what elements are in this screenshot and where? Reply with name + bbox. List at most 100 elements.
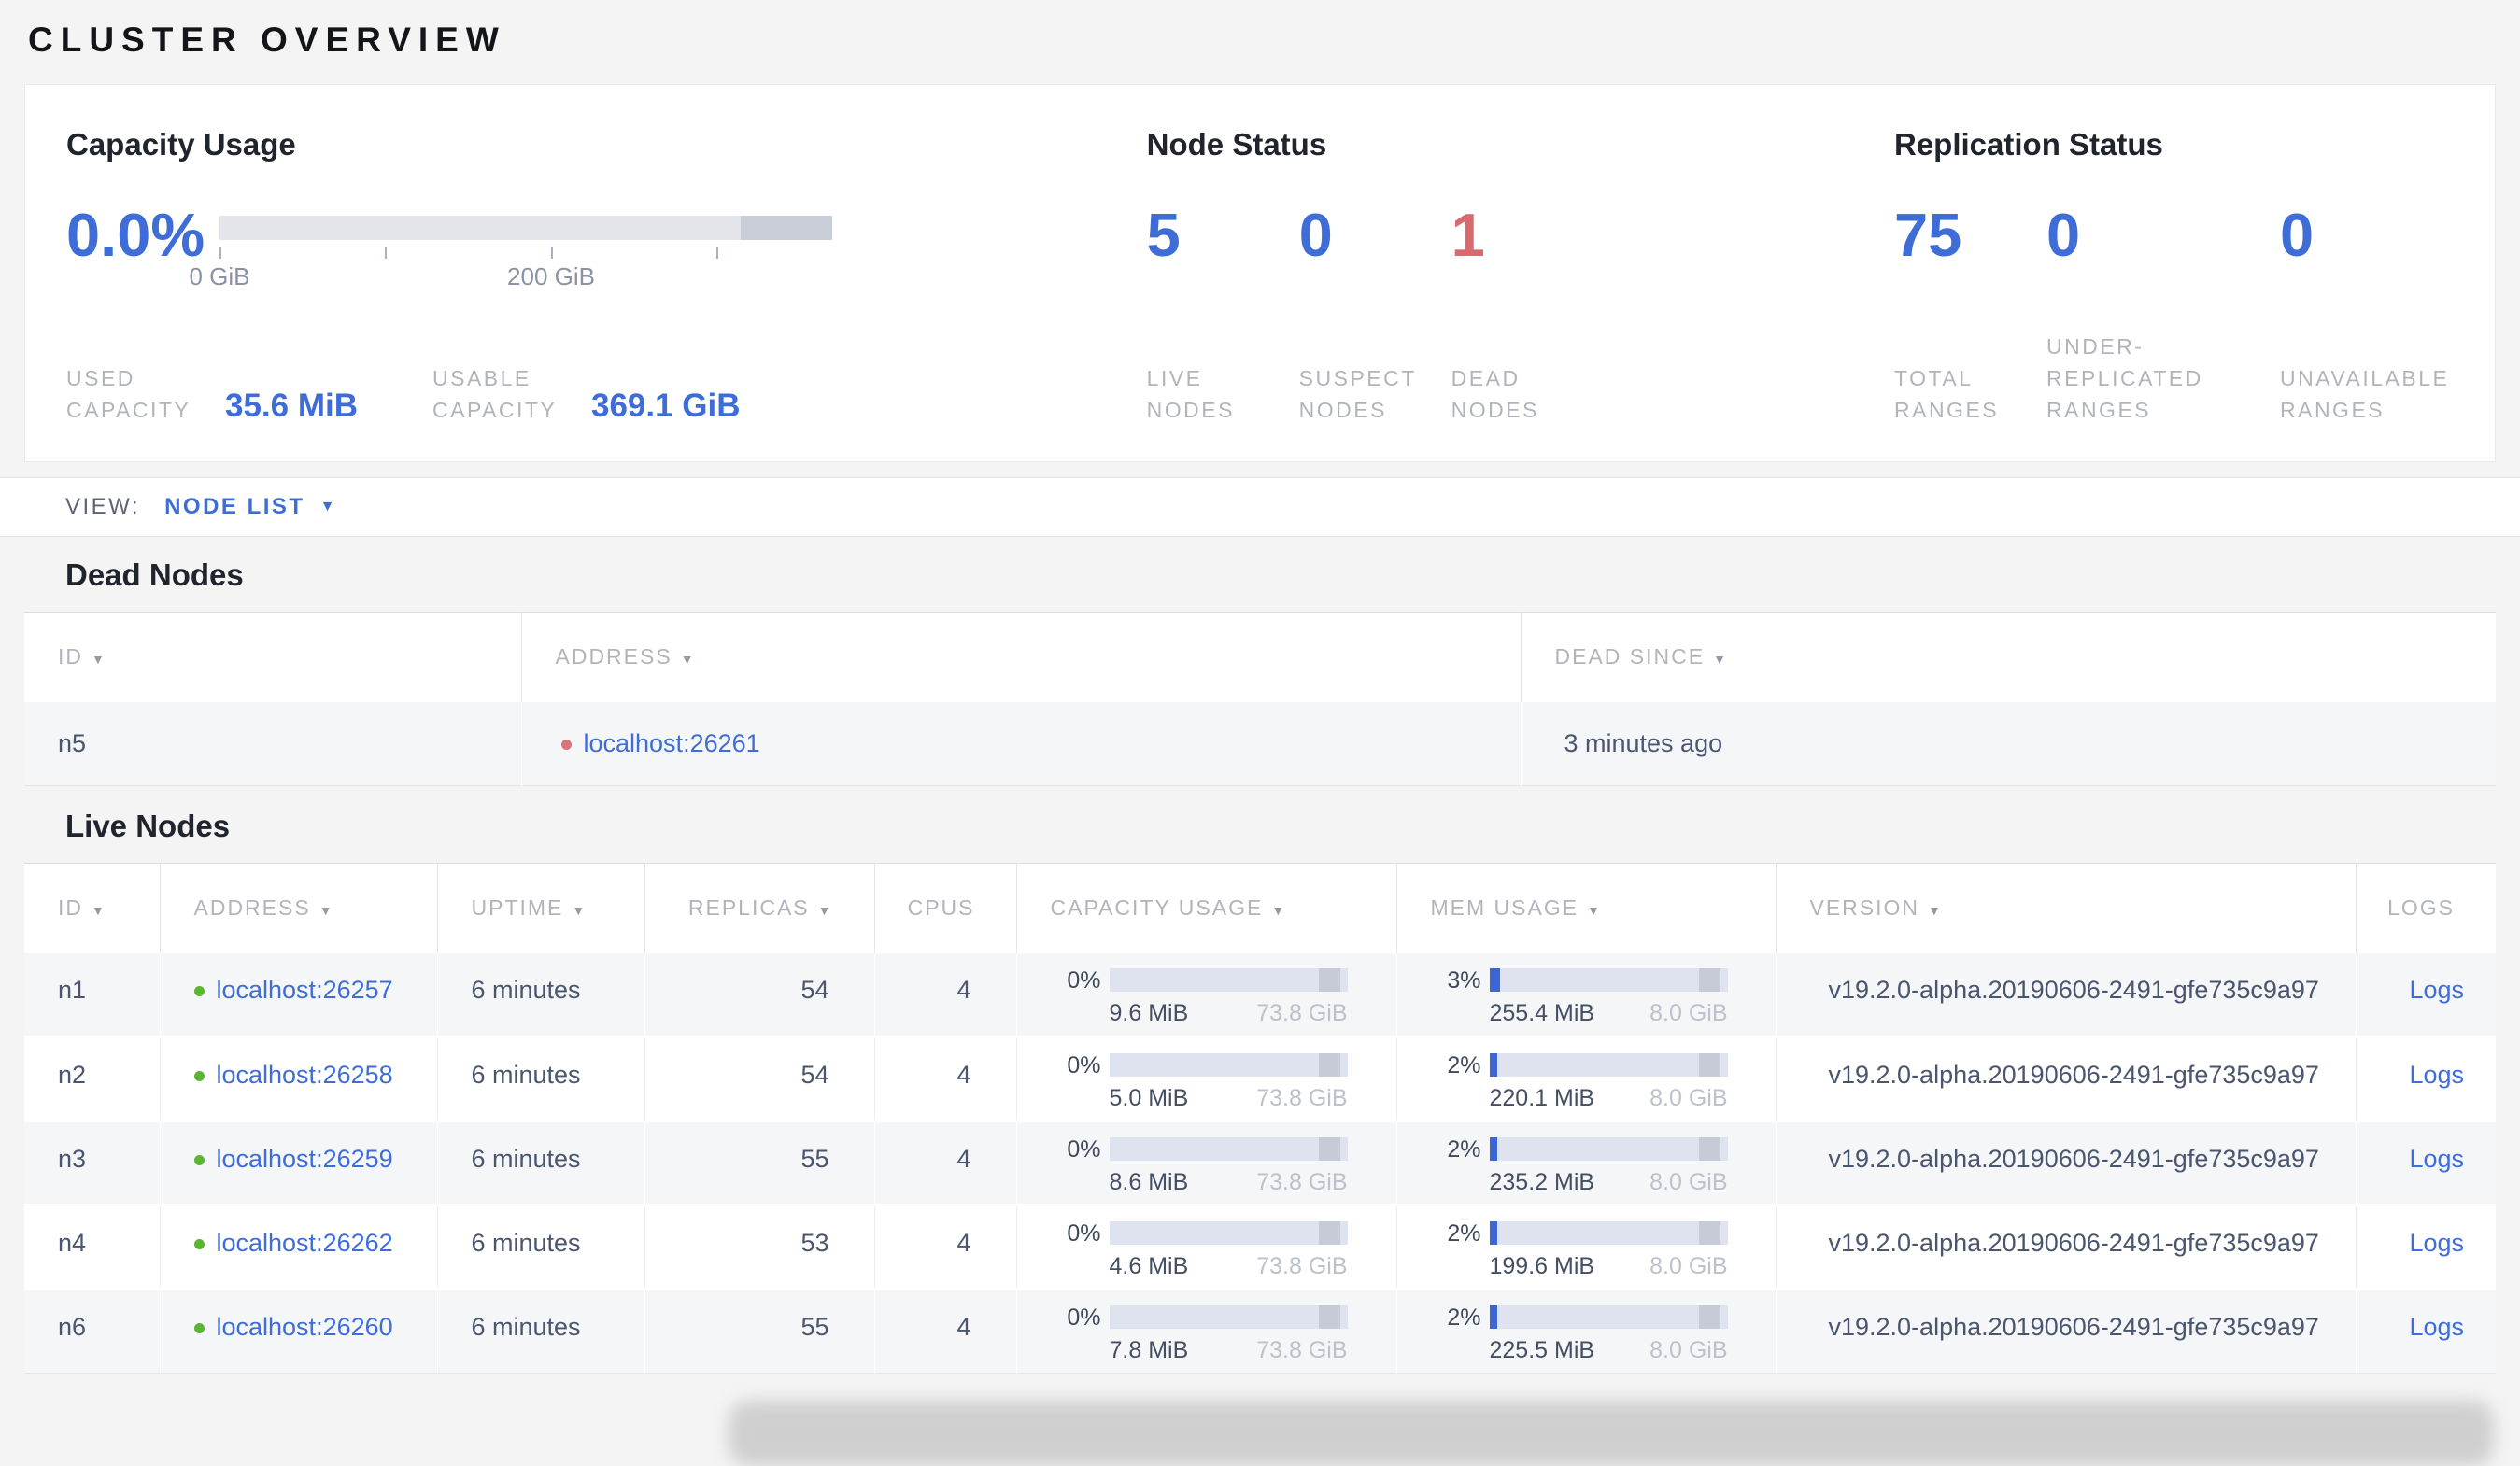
memory-usage-bar: [1489, 1053, 1728, 1077]
capacity-usage-bar: [1109, 1221, 1348, 1245]
capacity-usage-bar-group: 0% 4.6 MiB 73.8 GiB: [1036, 1221, 1396, 1280]
axis-tick-label: 200 GiB: [507, 262, 595, 290]
cell-node-id: n1: [24, 952, 160, 1037]
cell-node-address: localhost:26261: [520, 701, 1521, 786]
column-header-label: LOGS: [2387, 895, 2455, 921]
node-address-link[interactable]: localhost:26258: [216, 1061, 393, 1089]
under-replicated-ranges-stat: 0 UNDER- REPLICATED RANGES: [2046, 197, 2280, 426]
logs-link[interactable]: Logs: [2409, 1229, 2464, 1257]
node-address-link[interactable]: localhost:26259: [216, 1145, 393, 1173]
capacity-usage-bar-group: 0% 8.6 MiB 73.8 GiB: [1036, 1137, 1396, 1196]
cell-replicas: 53: [644, 1205, 874, 1290]
memory-usage-bar: [1489, 1305, 1728, 1329]
logs-link[interactable]: Logs: [2409, 1145, 2464, 1173]
memory-usage-bar: [1489, 1221, 1728, 1245]
cell-node-address: localhost:26257: [159, 952, 437, 1037]
live-node-status-dot: [193, 1239, 205, 1249]
table-row: n3 localhost:26259 6 minutes 55 4 0% 8.6 MiB 73…: [24, 1121, 2496, 1205]
memory-usage-percent: 2%: [1447, 1052, 1481, 1078]
logs-link[interactable]: Logs: [2409, 975, 2464, 1004]
sort-desc-icon: ▼: [572, 903, 588, 919]
cell-replicas: 54: [644, 1036, 874, 1121]
cell-capacity-usage: 0% 4.6 MiB 73.8 GiB: [1015, 1205, 1396, 1290]
cell-mem-usage: 2% 220.1 MiB 8.0 GiB: [1395, 1036, 1776, 1121]
capacity-bar-reserved-segment: [1318, 967, 1340, 992]
capacity-usage-percent: 0%: [1067, 1052, 1101, 1078]
column-header-label: CAPACITY USAGE: [1050, 895, 1264, 921]
sort-desc-icon: ▼: [817, 903, 833, 919]
cell-node-address: localhost:26260: [159, 1289, 437, 1374]
cell-replicas: 54: [644, 952, 874, 1037]
memory-usage-fill: [1489, 1305, 1497, 1329]
cell-cpus: 4: [873, 1036, 1016, 1121]
column-header-capacity-usage[interactable]: CAPACITY USAGE ▼: [1015, 863, 1396, 953]
capacity-bar-reserved-segment: [1318, 1305, 1340, 1329]
node-address-link[interactable]: localhost:26260: [216, 1313, 393, 1341]
cell-logs: Logs: [2355, 952, 2496, 1037]
logs-link[interactable]: Logs: [2409, 1313, 2464, 1341]
under-replicated-count: 0: [2046, 201, 2081, 269]
logs-link[interactable]: Logs: [2409, 1061, 2464, 1089]
memory-usage-percent: 2%: [1447, 1304, 1481, 1331]
column-header-id[interactable]: ID ▼: [24, 863, 160, 953]
capacity-usage-bar: [1109, 1053, 1348, 1077]
memory-bar-reserved-segment: [1698, 967, 1720, 992]
column-header-label: ADDRESS: [193, 895, 311, 921]
column-header-version[interactable]: VERSION ▼: [1775, 863, 2356, 953]
unavailable-label: UNAVAILABLE RANGES: [2280, 366, 2450, 422]
column-header-replicas[interactable]: REPLICAS ▼: [644, 863, 874, 953]
capacity-usage-bar-group: 0% 5.0 MiB 73.8 GiB: [1036, 1053, 1396, 1112]
memory-used-value: 199.6 MiB: [1489, 1253, 1595, 1279]
memory-bar-reserved-segment: [1698, 1221, 1720, 1245]
column-header-address[interactable]: ADDRESS ▼: [520, 612, 1521, 702]
capacity-bar-reserved-segment: [1318, 1221, 1340, 1245]
under-replicated-label: UNDER- REPLICATED RANGES: [2046, 334, 2203, 422]
dead-nodes-label: DEAD NODES: [1451, 366, 1539, 422]
memory-bar-reserved-segment: [1698, 1137, 1720, 1161]
column-header-dead-since[interactable]: DEAD SINCE ▼: [1520, 612, 2496, 702]
column-header-uptime[interactable]: UPTIME ▼: [436, 863, 644, 953]
memory-used-value: 225.5 MiB: [1489, 1337, 1595, 1363]
sort-desc-icon: ▼: [1713, 652, 1728, 668]
memory-total-value: 8.0 GiB: [1649, 1337, 1728, 1363]
memory-usage-fill: [1489, 967, 1500, 992]
used-capacity-value: 35.6 MiB: [225, 388, 358, 424]
capacity-bar-reserved-segment: [1318, 1053, 1340, 1077]
capacity-usage-bar: [1109, 1305, 1348, 1329]
column-header-id[interactable]: ID ▼: [24, 612, 521, 702]
capacity-total-value: 73.8 GiB: [1256, 1085, 1348, 1111]
cell-mem-usage: 3% 255.4 MiB 8.0 GiB: [1395, 952, 1776, 1037]
cell-mem-usage: 2% 225.5 MiB 8.0 GiB: [1395, 1289, 1776, 1374]
column-header-label: MEM USAGE: [1430, 895, 1579, 921]
dead-nodes-table: ID ▼ ADDRESS ▼ DEAD SINCE ▼ n5 localhost:26261…: [24, 612, 2496, 786]
dead-nodes-header-row: ID ▼ ADDRESS ▼ DEAD SINCE ▼: [24, 612, 2496, 702]
cell-replicas: 55: [644, 1289, 874, 1374]
live-node-status-dot: [193, 1323, 205, 1333]
cell-logs: Logs: [2355, 1205, 2496, 1290]
sort-desc-icon: ▼: [1271, 903, 1287, 919]
node-address-link[interactable]: localhost:26257: [216, 975, 393, 1004]
axis-tick: [716, 247, 718, 259]
used-capacity-metric: USED CAPACITY 35.6 MiB: [66, 362, 358, 426]
capacity-usage-percent: 0%: [1067, 1220, 1101, 1247]
memory-usage-bar-group: 3% 255.4 MiB 8.0 GiB: [1416, 966, 1776, 1027]
column-header-address[interactable]: ADDRESS ▼: [159, 863, 437, 953]
cell-version: v19.2.0-alpha.20190606-2491-gfe735c9a97: [1775, 1205, 2356, 1290]
column-header-label: ID: [58, 895, 83, 921]
column-header-label: REPLICAS: [687, 895, 810, 921]
node-status-title: Node Status: [1146, 127, 1327, 162]
memory-usage-percent: 3%: [1447, 966, 1481, 994]
cell-capacity-usage: 0% 9.6 MiB 73.8 GiB: [1015, 952, 1396, 1037]
view-selector-dropdown[interactable]: NODE LIST ▼: [164, 494, 334, 520]
sort-desc-icon: ▼: [92, 652, 106, 668]
node-address-link[interactable]: localhost:26261: [583, 728, 760, 757]
live-nodes-stat: 5 LIVE NODES: [1147, 197, 1299, 426]
suspect-nodes-count: 0: [1298, 201, 1333, 269]
live-node-status-dot: [193, 1071, 205, 1081]
chevron-down-icon: ▼: [319, 499, 335, 515]
unavailable-count: 0: [2280, 201, 2315, 269]
cell-capacity-usage: 0% 5.0 MiB 73.8 GiB: [1015, 1036, 1396, 1121]
node-address-link[interactable]: localhost:26262: [216, 1229, 393, 1257]
total-ranges-count: 75: [1894, 201, 1962, 269]
column-header-mem-usage[interactable]: MEM USAGE ▼: [1395, 863, 1776, 953]
